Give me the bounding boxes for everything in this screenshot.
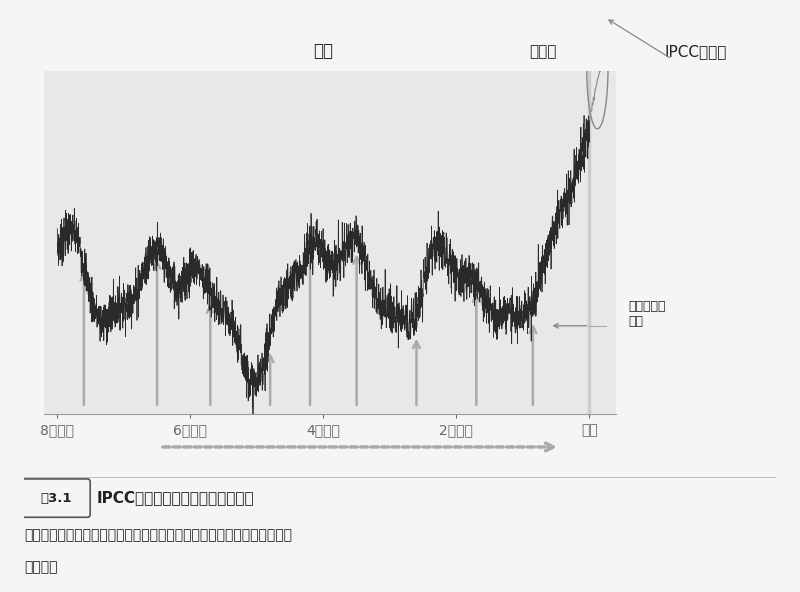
Text: IPCCの予測: IPCCの予測 xyxy=(664,44,726,59)
Text: 温暖期: 温暖期 xyxy=(529,44,556,59)
Text: IPCC予測と過去の気候変動の比較: IPCC予測と過去の気候変動の比較 xyxy=(97,491,254,506)
Text: 気象観測の
歴史: 気象観測の 歴史 xyxy=(628,300,666,328)
Text: これからの地球は、今までとは「まったく違った状態」に突入するのだ: これからの地球は、今までとは「まったく違った状態」に突入するのだ xyxy=(24,529,292,542)
Text: 氷期: 氷期 xyxy=(314,42,334,60)
Text: 図3.1: 図3.1 xyxy=(40,491,72,504)
FancyBboxPatch shape xyxy=(22,479,90,517)
Text: ろうか。: ろうか。 xyxy=(24,561,58,574)
